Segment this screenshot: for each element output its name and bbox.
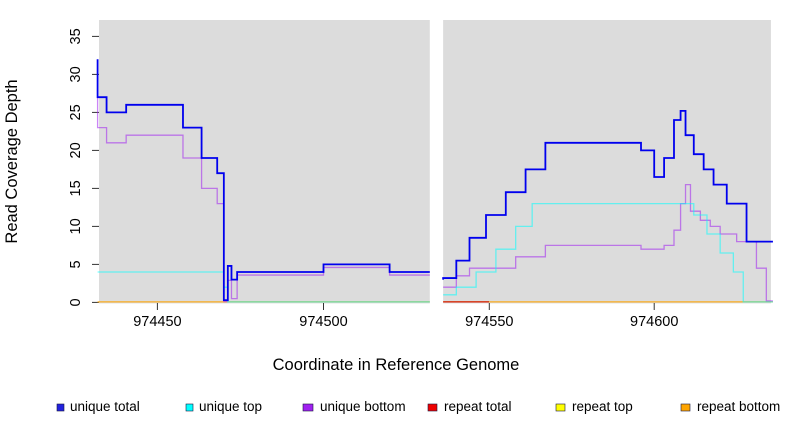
svg-text:unique top: unique top	[199, 399, 262, 414]
svg-text:20: 20	[68, 142, 84, 158]
svg-text:35: 35	[68, 28, 84, 44]
svg-text:5: 5	[68, 260, 84, 268]
svg-text:30: 30	[68, 66, 84, 82]
svg-text:25: 25	[68, 104, 84, 120]
svg-text:10: 10	[68, 218, 84, 234]
svg-text:974600: 974600	[630, 314, 678, 330]
svg-text:Read Coverage Depth: Read Coverage Depth	[3, 79, 21, 243]
svg-text:unique bottom: unique bottom	[320, 399, 406, 414]
svg-text:repeat bottom: repeat bottom	[697, 399, 780, 414]
svg-text:0: 0	[68, 298, 84, 306]
svg-text:974450: 974450	[133, 314, 181, 330]
svg-text:15: 15	[68, 180, 84, 196]
svg-text:974550: 974550	[465, 314, 513, 330]
svg-text:repeat top: repeat top	[572, 399, 633, 414]
svg-text:unique total: unique total	[70, 399, 140, 414]
svg-text:repeat total: repeat total	[444, 399, 512, 414]
svg-text:Coordinate in Reference Genome: Coordinate in Reference Genome	[273, 356, 520, 374]
svg-text:974500: 974500	[299, 314, 347, 330]
